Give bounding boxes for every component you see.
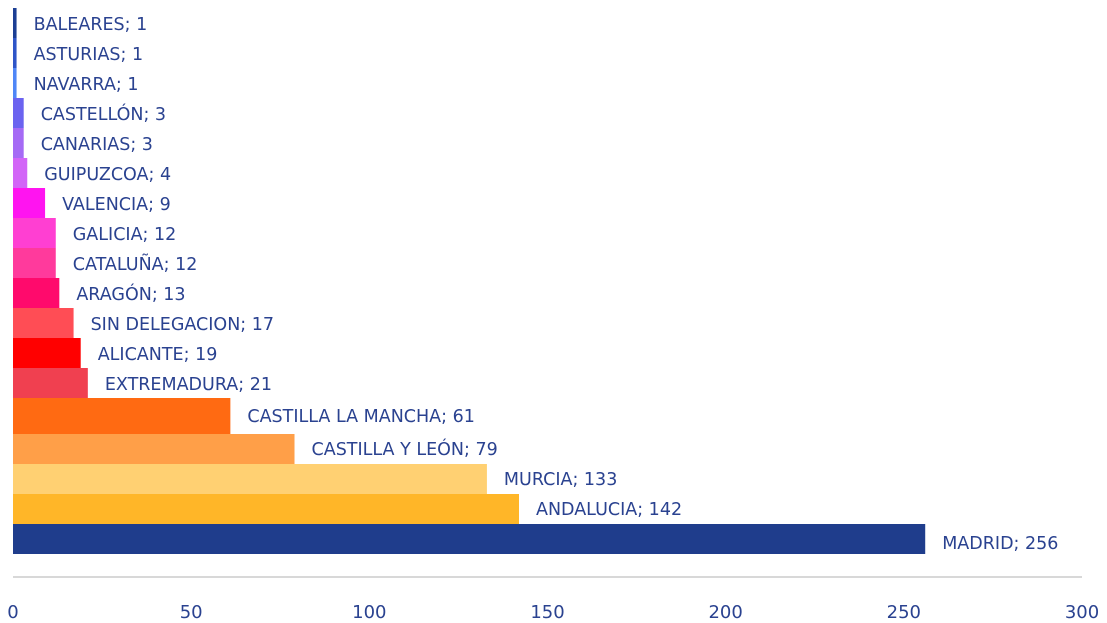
x-tick-label: 250 (887, 602, 921, 623)
x-tick-label: 50 (180, 602, 203, 623)
bar-sin-delegacion (13, 308, 74, 338)
x-tick-label: 100 (352, 602, 386, 623)
x-tick-labels-layer: 0 50 100 150 200 250 300 (7, 602, 1099, 623)
bar-castellón (13, 98, 24, 128)
bar-castilla-la-mancha (13, 398, 231, 434)
bar-asturias (13, 38, 17, 68)
bar-data-label: ANDALUCIA; 142 (536, 500, 682, 520)
bar-data-label: BALEARES; 1 (34, 15, 148, 35)
bar-baleares (13, 8, 17, 38)
bar-data-label: NAVARRA; 1 (34, 75, 139, 95)
bar-alicante (13, 338, 81, 368)
bar-data-label: VALENCIA; 9 (62, 195, 171, 215)
bar-data-label: ARAGÓN; 13 (76, 283, 185, 305)
bar-data-label: CASTELLÓN; 3 (41, 103, 166, 125)
bar-valencia (13, 188, 46, 218)
bars-layer (13, 8, 926, 554)
bar-data-label: CASTILLA Y LEÓN; 79 (312, 438, 498, 460)
x-tick-label: 0 (7, 602, 18, 623)
bar-data-label: CASTILLA LA MANCHA; 61 (247, 407, 475, 427)
bar-andalucia (13, 494, 519, 524)
bar-data-label: CANARIAS; 3 (41, 135, 153, 155)
bar-galicia (13, 218, 56, 248)
bar-labels-layer: BALEARES; 1 ASTURIAS; 1 NAVARRA; 1 CASTELLÓ… (34, 15, 1059, 554)
bar-canarias (13, 128, 24, 158)
bar-extremadura (13, 368, 88, 398)
bar-castilla-y-león (13, 434, 295, 464)
bar-data-label: ASTURIAS; 1 (34, 45, 144, 65)
bar-cataluña (13, 248, 56, 278)
bar-madrid (13, 524, 926, 554)
bar-navarra (13, 68, 17, 98)
bar-data-label: ALICANTE; 19 (98, 345, 218, 365)
bar-data-label: MURCIA; 133 (504, 470, 617, 490)
x-tick-label: 200 (708, 602, 742, 623)
x-tick-label: 300 (1065, 602, 1099, 623)
bar-guipuzcoa (13, 158, 28, 188)
bar-data-label: GALICIA; 12 (73, 225, 177, 245)
x-tick-label: 150 (530, 602, 564, 623)
bar-aragón (13, 278, 60, 308)
bar-data-label: SIN DELEGACION; 17 (91, 315, 274, 335)
bar-data-label: MADRID; 256 (942, 534, 1058, 554)
bar-data-label: EXTREMADURA; 21 (105, 375, 272, 395)
bar-murcia (13, 464, 487, 494)
bar-data-label: GUIPUZCOA; 4 (44, 165, 171, 185)
bar-data-label: CATALUÑA; 12 (73, 253, 198, 275)
